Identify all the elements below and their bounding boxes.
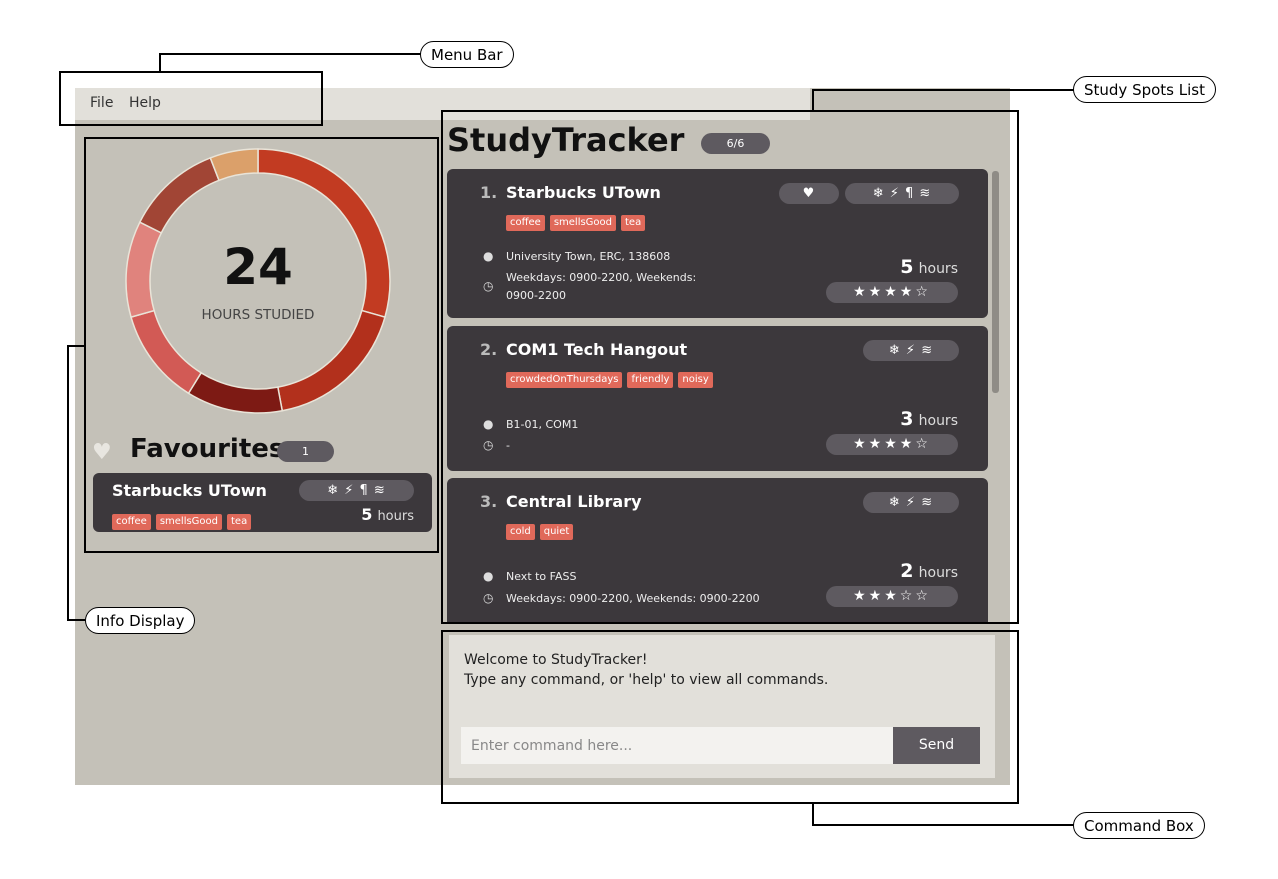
tag: noisy [678,372,713,388]
location-pin-icon: ● [483,569,494,583]
item-tags: cold quiet [506,519,578,540]
leader-line [812,89,1074,91]
tag: coffee [112,514,151,530]
leader-line [67,345,69,621]
item-hours: 3 hours [900,408,958,430]
heart-icon: ♥ [92,440,112,465]
amenities-icons: ❄ ⚡ ¶ ≋ [299,480,414,501]
leader-line [159,53,421,55]
command-box-frame [441,630,1019,804]
favourite-hours: 5 hours [361,505,414,524]
item-tags: crowdedOnThursdays friendly noisy [506,367,718,388]
menu-bar-frame [59,71,323,126]
donut-segment [209,148,259,182]
favourites-title: Favourites [130,434,285,464]
leader-line [812,804,814,826]
rating-stars: ★★★★☆ [826,434,958,455]
item-hours: 5 hours [900,256,958,278]
list-item[interactable]: 2. COM1 Tech Hangout ❄ ⚡ ≋ crowdedOnThur… [447,326,988,471]
app-title: StudyTracker [447,121,685,159]
rating-stars: ★★★☆☆ [826,586,958,607]
hours-label: HOURS STUDIED [201,307,315,323]
location-pin-icon: ● [483,417,494,431]
tag: crowdedOnThursdays [506,372,623,388]
rating-stars: ★★★★☆ [826,282,958,303]
amenities-icons: ❄ ⚡ ≋ [863,492,959,513]
command-input[interactable] [461,727,893,764]
callout-command-box: Command Box [1073,812,1205,839]
item-index: 2. [480,340,498,359]
favourite-name: Starbucks UTown [112,481,267,500]
callout-menu-bar: Menu Bar [420,41,514,68]
amenities-icons: ❄ ⚡ ¶ ≋ [845,183,959,204]
info-display-frame [84,137,439,553]
result-display: Welcome to StudyTracker! Type any comman… [464,650,828,690]
leader-line [159,53,161,71]
spots-count-badge: 6/6 [701,133,770,154]
tag: tea [227,514,252,530]
tag: coffee [506,215,545,231]
send-button[interactable]: Send [893,727,980,764]
item-opening-hours: Weekdays: 0900-2200, Weekends: 0900-2200 [506,592,760,605]
study-spots-frame [441,110,1019,624]
item-index: 3. [480,492,498,511]
item-name: Starbucks UTown [506,183,661,202]
menu-help[interactable]: Help [129,95,161,111]
favourite-heart-icon: ♥ [779,183,839,204]
list-item[interactable]: 3. Central Library ❄ ⚡ ≋ cold quiet ● Nex… [447,478,988,622]
result-line: Welcome to StudyTracker! [464,652,648,668]
leader-line [812,89,814,110]
callout-info-display: Info Display [85,607,196,634]
item-name: COM1 Tech Hangout [506,340,688,359]
leader-line [67,619,85,621]
item-name: Central Library [506,492,642,511]
callout-study-spots-list: Study Spots List [1073,76,1216,103]
tag: cold [506,524,535,540]
tag: friendly [627,372,674,388]
clock-icon: ◷ [483,279,494,293]
hours-total: 24 [223,238,293,296]
result-scrollbar[interactable] [995,635,1009,778]
item-opening-hours: Weekdays: 0900-2200, Weekends: 0900-2200 [506,271,697,302]
tag: smellsGood [549,215,617,231]
tag: quiet [539,524,574,540]
result-line: Type any command, or 'help' to view all … [464,672,829,688]
tag: tea [621,215,646,231]
leader-line [812,824,1074,826]
favourite-tags: coffee smellsGood tea [112,509,256,530]
item-index: 1. [480,183,498,202]
tag: smellsGood [155,514,223,530]
item-opening-hours: - [506,439,510,452]
menu-file[interactable]: File [90,95,114,111]
list-scrollbar[interactable] [992,171,999,393]
location-pin-icon: ● [483,249,494,263]
item-tags: coffee smellsGood tea [506,210,650,231]
clock-icon: ◷ [483,591,494,605]
item-address: Next to FASS [506,570,577,583]
list-item[interactable]: 1. Starbucks UTown ♥ ❄ ⚡ ¶ ≋ coffee smell… [447,169,988,318]
study-spots-list[interactable]: 1. Starbucks UTown ♥ ❄ ⚡ ¶ ≋ coffee smell… [447,169,988,622]
item-hours: 2 hours [900,560,958,582]
item-address: University Town, ERC, 138608 [506,250,671,263]
amenities-icons: ❄ ⚡ ≋ [863,340,959,361]
favourites-count-badge: 1 [277,441,334,462]
item-address: B1-01, COM1 [506,418,579,431]
clock-icon: ◷ [483,438,494,452]
leader-line [67,345,85,347]
hours-donut-chart [125,148,391,414]
